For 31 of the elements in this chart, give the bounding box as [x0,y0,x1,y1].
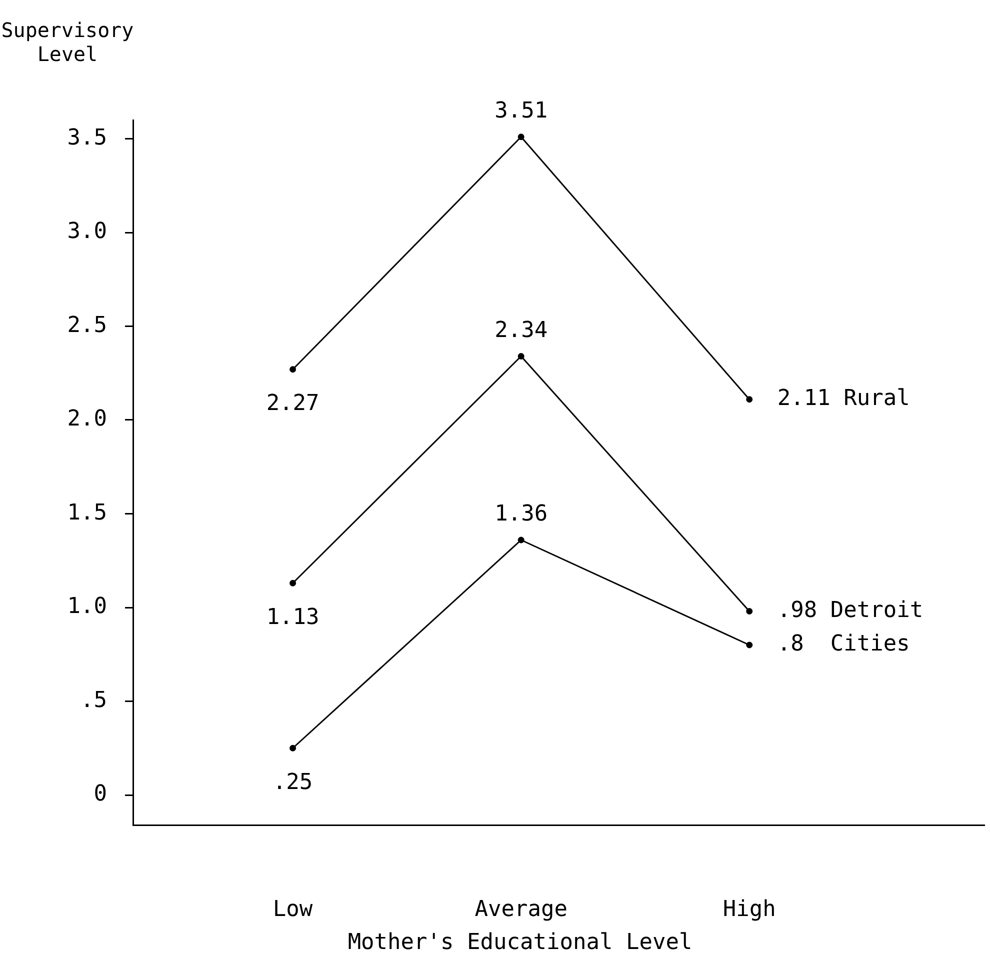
text: 2.11 Rural [777,386,910,412]
y-axis-title: Supervisory Level [0,18,135,66]
y-tick-label: .5 [80,688,107,713]
y-tick-label: 3.0 [67,219,107,244]
y-tick-label: 3.5 [67,125,107,150]
text: .98 Detroit [777,598,924,623]
point [290,744,296,752]
y-tick-label: 2.5 [67,312,107,338]
x-tick-label: High [722,896,776,922]
data-label: 2.34 [494,318,548,343]
x-tick-label: Low [272,896,314,922]
data-label: 3.51 [494,98,548,124]
x-tick-label: Average [474,896,568,922]
y-tick-label: 1.5 [67,500,107,526]
point [290,366,296,373]
point [746,396,753,403]
y-tick-label: 0 [94,782,107,807]
data-label: 1.13 [266,604,320,630]
point [746,642,753,648]
point [518,134,524,140]
y-tick-label: 1.0 [67,594,107,620]
point [746,608,753,614]
point [518,353,524,360]
data-label: 2.27 [266,391,320,416]
x-axis-title: Mother's Educational Level [346,930,694,955]
y-tick-label: 2.0 [67,406,107,432]
data-label: 1.36 [494,502,548,527]
point [290,580,296,586]
text: .8 Cities [777,632,910,657]
point [518,536,524,544]
data-label: .25 [272,770,313,795]
